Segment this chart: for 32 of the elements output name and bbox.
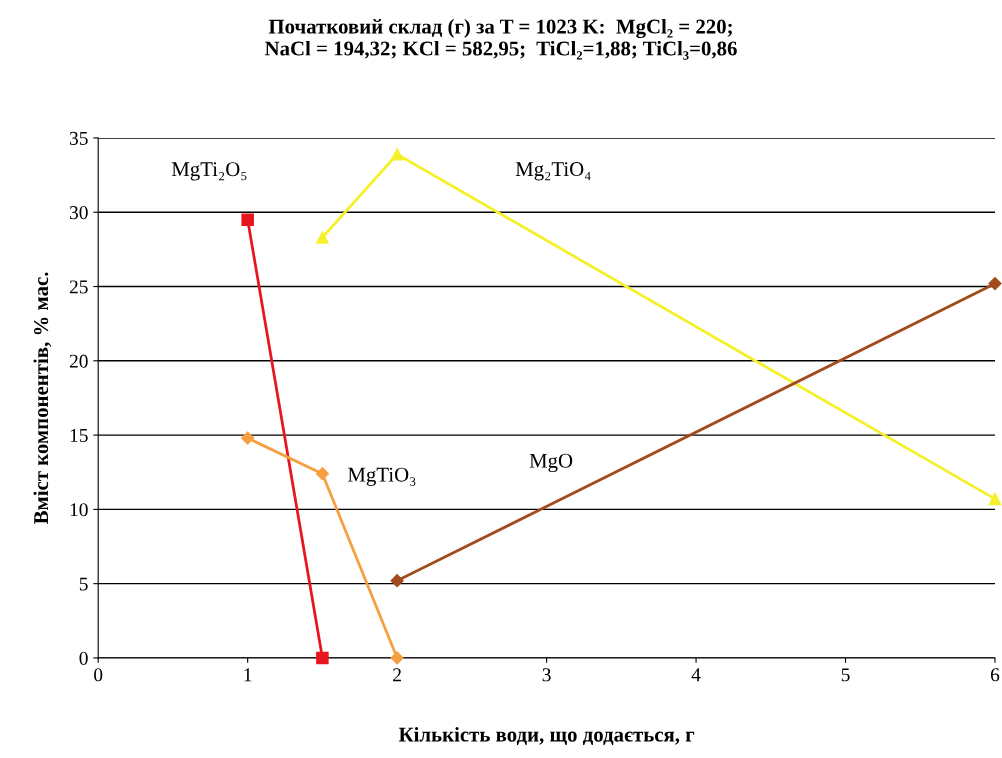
y-tick-label: 30 [69, 206, 88, 220]
y-tick-label: 25 [69, 280, 88, 294]
x-tick-label: 4 [691, 668, 701, 682]
series-label: MgO [529, 453, 573, 473]
point [390, 574, 404, 588]
y-tick-label: 35 [69, 131, 88, 145]
x-tick-label: 1 [244, 668, 252, 682]
y-tick-label: 15 [70, 429, 88, 443]
x-tick-label: 2 [393, 668, 401, 682]
point [315, 467, 329, 481]
series-label: MgTi₂O₅ [171, 162, 247, 181]
point [241, 213, 254, 226]
point [988, 276, 1002, 291]
x-tick-label: 6 [990, 668, 1000, 682]
x-axis-title: Кількість води, що додається, г [398, 726, 695, 746]
point [390, 651, 404, 665]
x-tick-label: 5 [841, 668, 850, 682]
y-tick-label: 10 [70, 503, 88, 517]
point [241, 431, 255, 445]
point [316, 231, 329, 244]
series-label: MgTiO₃ [347, 467, 416, 486]
x-tick-label: 3 [542, 668, 551, 682]
y-tick-label: 0 [79, 651, 88, 665]
point [988, 492, 1002, 506]
point [390, 148, 404, 161]
x-tick-label: 0 [94, 668, 103, 682]
series-label: Mg₂TiO₄ [515, 162, 591, 181]
chart-title: Початковий склад (г) за T = 1023 K: MgCl₂ = 220; NaCl = 194,32; KCl = 582,95; TiCl₂=1,88; TiCl₃=0,86 [264, 18, 737, 60]
y-tick-label: 20 [69, 354, 88, 368]
y-axis-title: Вміст компонентів, % мас. [33, 272, 52, 525]
y-tick-label: 5 [79, 577, 88, 591]
point [316, 651, 329, 665]
